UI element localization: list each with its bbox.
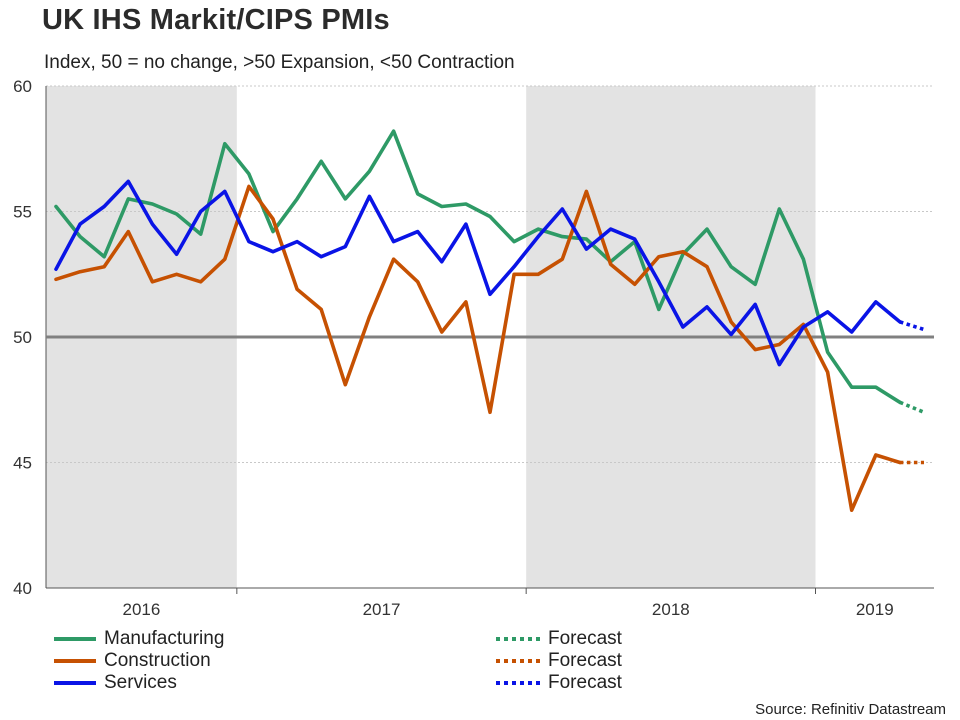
chart-title: UK IHS Markit/CIPS PMIs: [42, 4, 390, 36]
y-tick-label: 40: [13, 579, 32, 598]
manufacturing-line: [54, 129, 902, 405]
chart-subtitle: Index, 50 = no change, >50 Expansion, <5…: [44, 52, 515, 73]
x-tick-label: 2017: [363, 600, 401, 619]
construction-line: [54, 184, 902, 513]
y-tick-label: 60: [13, 77, 32, 96]
services-forecast-line: [899, 320, 925, 332]
y-tick-label: 50: [13, 328, 32, 347]
y-tick-label: 45: [13, 454, 32, 473]
series-lines: [54, 129, 925, 513]
x-tick-label: 2019: [856, 600, 894, 619]
legend-swatches: [54, 637, 540, 685]
y-tick-label: 55: [13, 203, 32, 222]
x-tick-label: 2016: [123, 600, 161, 619]
x-tick-label: 2018: [652, 600, 690, 619]
y-tick-labels: 40 45 50 55 60: [13, 77, 32, 598]
source-note: Source: Refinitiv Datastream: [755, 701, 946, 718]
x-tick-labels: 2016 2017 2018 2019: [123, 600, 894, 619]
manufacturing-forecast-line: [899, 400, 925, 414]
services-line: [54, 179, 902, 367]
